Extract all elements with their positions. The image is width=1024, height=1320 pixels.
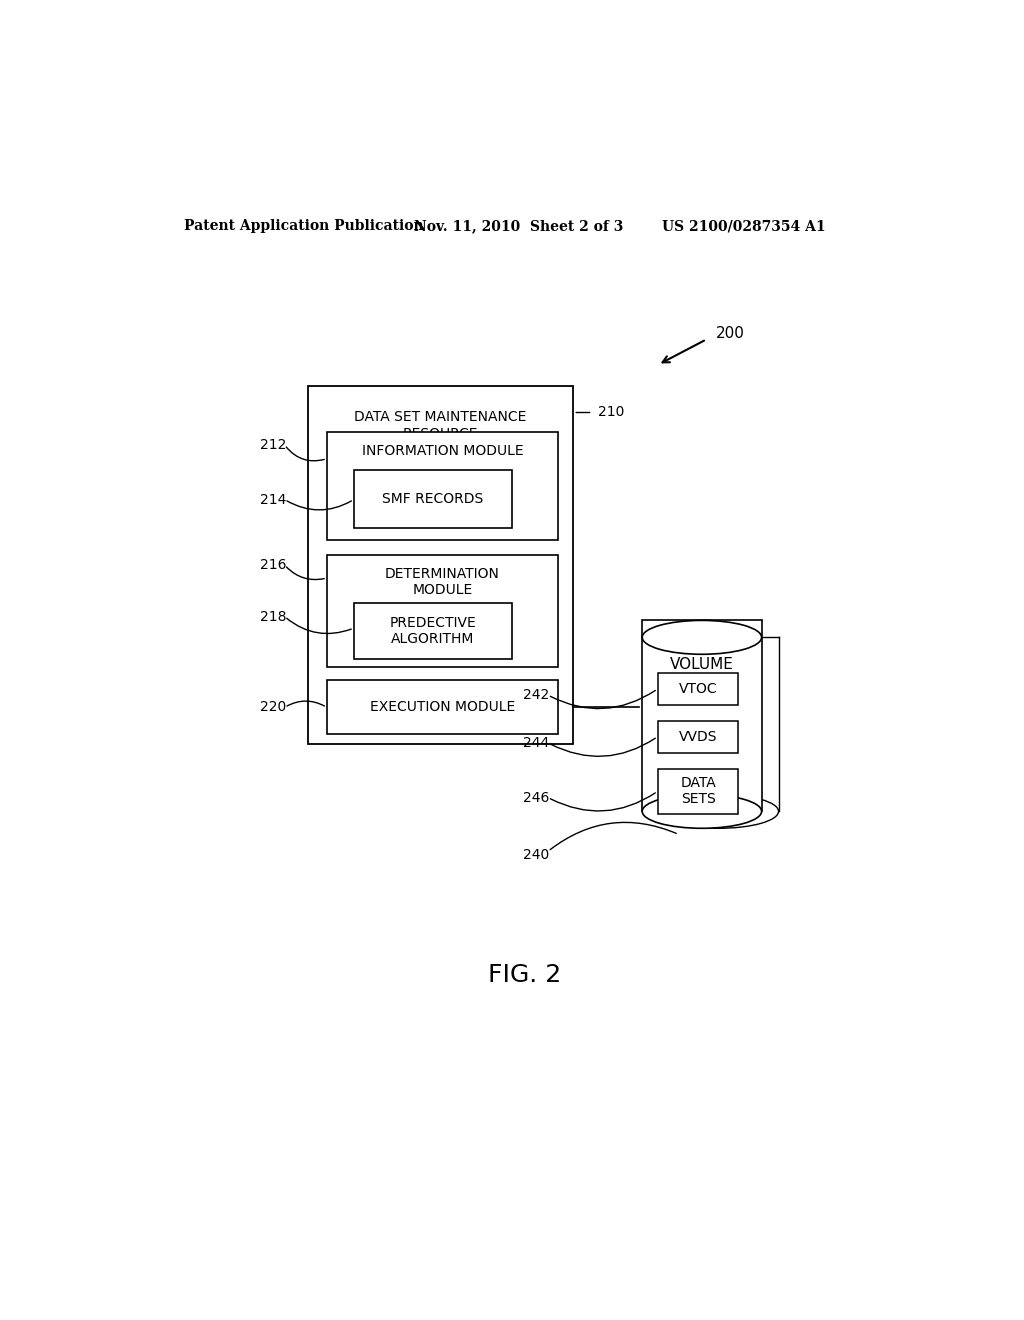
Text: 214: 214 (260, 492, 287, 507)
Text: PREDECTIVE
ALGORITHM: PREDECTIVE ALGORITHM (389, 616, 476, 647)
Text: DATA SET MAINTENANCE
RESOURCE: DATA SET MAINTENANCE RESOURCE (354, 411, 526, 441)
Bar (327, 432, 558, 540)
Ellipse shape (642, 620, 762, 655)
Text: 216: 216 (260, 558, 287, 572)
Text: EXECUTION MODULE: EXECUTION MODULE (370, 701, 515, 714)
Text: 246: 246 (523, 791, 550, 804)
Bar (327, 681, 558, 734)
Text: 210: 210 (598, 405, 625, 420)
Ellipse shape (642, 795, 762, 829)
Text: 220: 220 (260, 701, 286, 714)
Text: 200: 200 (716, 326, 744, 342)
Text: 218: 218 (260, 610, 287, 623)
Text: 242: 242 (523, 688, 550, 702)
Text: VVDS: VVDS (679, 730, 717, 743)
Bar (657, 721, 738, 752)
Text: INFORMATION MODULE: INFORMATION MODULE (361, 444, 523, 458)
Text: DATA
SETS: DATA SETS (680, 776, 716, 807)
Bar (354, 603, 512, 659)
Bar (307, 385, 573, 743)
Text: 212: 212 (260, 438, 287, 451)
Text: Nov. 11, 2010  Sheet 2 of 3: Nov. 11, 2010 Sheet 2 of 3 (414, 219, 624, 234)
Bar (657, 770, 738, 813)
Bar (642, 620, 762, 812)
Bar (327, 554, 558, 667)
Ellipse shape (659, 795, 778, 829)
Text: FIG. 2: FIG. 2 (488, 962, 561, 986)
Bar (657, 673, 738, 705)
Text: VTOC: VTOC (679, 682, 718, 696)
Text: 244: 244 (523, 735, 550, 750)
Text: SMF RECORDS: SMF RECORDS (382, 492, 483, 506)
Text: DETERMINATION
MODULE: DETERMINATION MODULE (385, 566, 500, 597)
Text: VOLUME: VOLUME (670, 657, 734, 672)
Text: 240: 240 (523, 849, 550, 862)
Bar (354, 470, 512, 528)
Text: US 2100/0287354 A1: US 2100/0287354 A1 (662, 219, 825, 234)
Text: Patent Application Publication: Patent Application Publication (184, 219, 424, 234)
